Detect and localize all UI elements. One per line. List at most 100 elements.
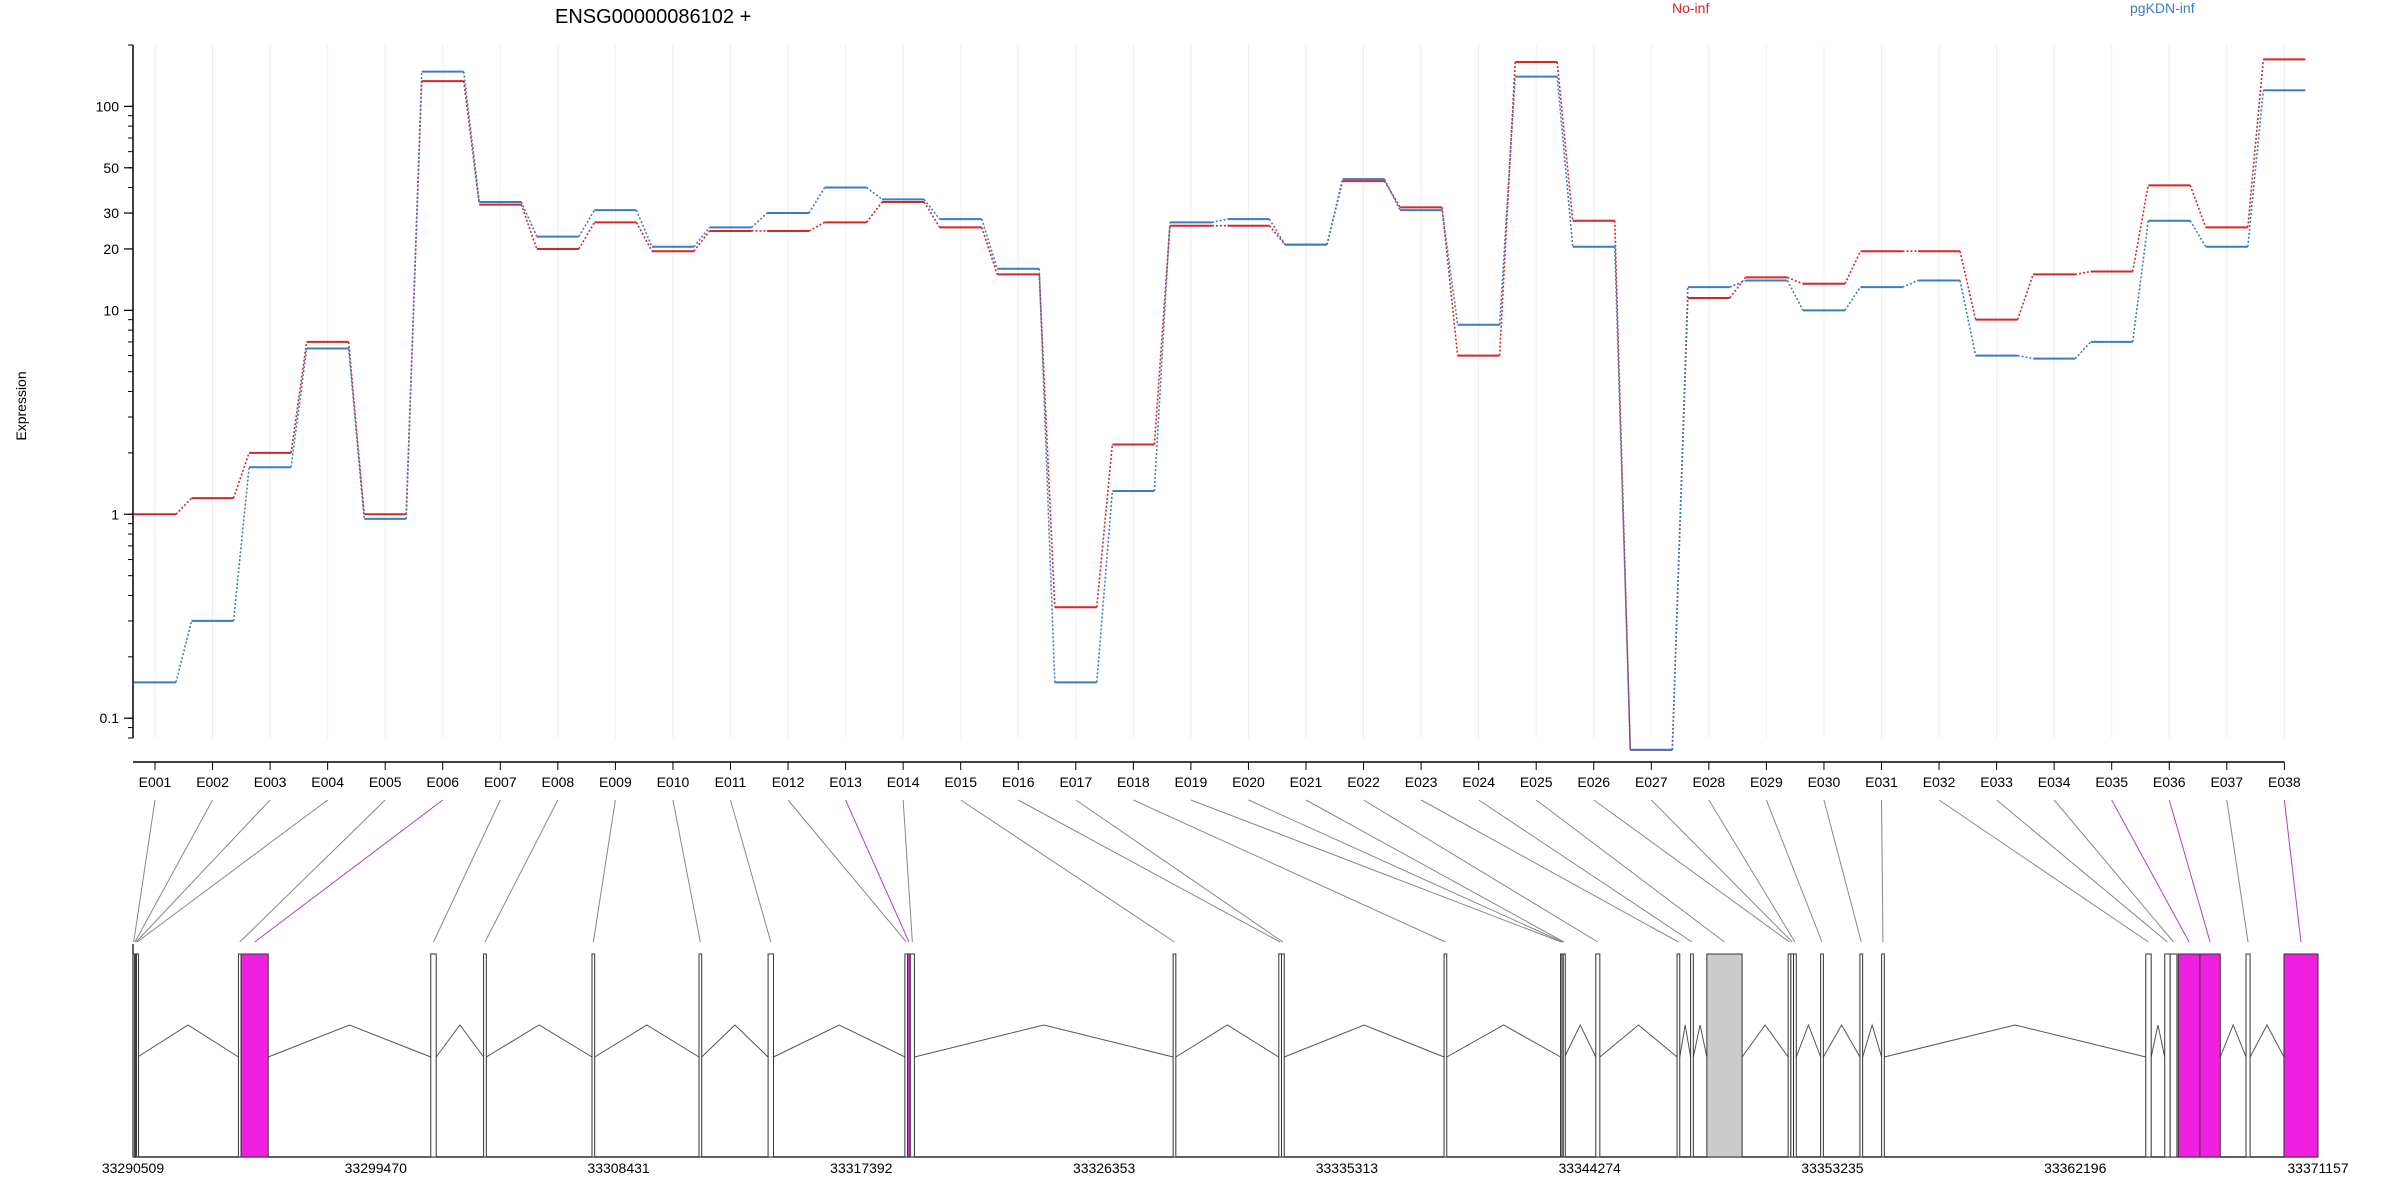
connector-pgkdn-inf (175, 620, 193, 683)
intron-e017 (1284, 1024, 1445, 1058)
exon-connector-e019 (1190, 799, 1562, 943)
x-tick-label-e012: E012 (772, 774, 805, 790)
exon-box-e028 (1793, 953, 1797, 1158)
connector-pgkdn-inf (866, 186, 883, 201)
coordinate-label-33362196: 33362196 (2044, 1160, 2107, 1176)
exon-connector-e032 (1938, 799, 2149, 943)
exon-connector-e033 (1996, 799, 2168, 943)
x-tick-label-e025: E025 (1520, 774, 1553, 790)
connector-pgkdn-inf (232, 467, 250, 622)
exon-connector-e008 (484, 799, 559, 943)
x-tick-label-e037: E037 (2210, 774, 2243, 790)
connector-no-inf (2016, 274, 2034, 320)
exon-connector-e035 (2111, 799, 2190, 943)
x-tick-label-e001: E001 (139, 774, 172, 790)
exon-connector-e012 (787, 799, 907, 943)
exon-connector-e010 (672, 799, 701, 943)
exon-box-e010 (698, 953, 703, 1158)
exon-connector-e002 (134, 799, 213, 943)
coordinate-label-33290509: 33290509 (102, 1160, 165, 1176)
exon-box-e032 (2145, 953, 2152, 1158)
connector-pgkdn-inf (635, 209, 653, 248)
connector-pgkdn-inf (1498, 76, 1516, 325)
y-ticks: 0.1 1 10 20 30 50 100 (96, 44, 133, 739)
connector-pgkdn-inf (980, 218, 999, 269)
x-tick-label-e016: E016 (1002, 774, 1035, 790)
exon-connector-e017 (1075, 799, 1284, 943)
x-tick-label-e003: E003 (254, 774, 287, 790)
exon-connector-e005 (239, 799, 386, 943)
connector-no-inf (520, 204, 538, 250)
legend-no-inf: No-inf (1672, 0, 1709, 16)
intron-e024 (1692, 1024, 1708, 1058)
x-tick-label-e013: E013 (829, 774, 862, 790)
intron-e018 (1446, 1024, 1561, 1058)
coordinate-label-33326353: 33326353 (1073, 1160, 1136, 1176)
exon-connector-e037 (2226, 799, 2249, 943)
exon-box-e017 (1281, 953, 1285, 1158)
x-tick-label-e019: E019 (1175, 774, 1208, 790)
exon-connector-e034 (2053, 799, 2174, 943)
x-tick-label-e032: E032 (1923, 774, 1956, 790)
intron-e022 (1599, 1024, 1678, 1058)
connector-no-inf (578, 221, 596, 250)
y-tick-label-0.1: 0.1 (100, 710, 120, 726)
exon-box-e018 (1443, 953, 1448, 1158)
x-tick-label-e029: E029 (1750, 774, 1783, 790)
x-tick-label-e028: E028 (1692, 774, 1725, 790)
x-tick-label-e008: E008 (541, 774, 574, 790)
exon-connector-e006 (254, 799, 444, 943)
x-tick-label-e020: E020 (1232, 774, 1265, 790)
connector-pgkdn-inf (1326, 178, 1344, 245)
exon-box-e024 (1690, 953, 1694, 1158)
exon-box-e022 (1595, 953, 1601, 1158)
connector-no-inf (635, 221, 653, 252)
exon-connector-e036 (2168, 799, 2211, 943)
connector-pgkdn-inf (923, 198, 941, 220)
connector-no-inf (1959, 251, 1977, 320)
exon-box-e015 (1172, 953, 1177, 1158)
intron-e029 (1822, 1023, 1861, 1058)
coordinate-label-33317392: 33317392 (830, 1160, 893, 1176)
intron-e021 (1564, 1023, 1597, 1058)
grid-lines (154, 45, 2285, 738)
connector-pgkdn-inf (1786, 280, 1804, 311)
x-ticks: E001 E002 E003 E004 E005 E006 E007 E008 E009 E010… (139, 762, 2301, 790)
x-tick-label-e011: E011 (715, 774, 747, 790)
legend-pgkdn-inf: pgKDN-inf (2130, 0, 2195, 16)
connector-pgkdn-inf (578, 209, 596, 237)
x-tick-label-e004: E004 (311, 774, 344, 790)
intron-e025 (1741, 1024, 1789, 1058)
axes (132, 45, 2285, 763)
x-tick-label-e005: E005 (369, 774, 402, 790)
connector-pgkdn-inf (1959, 280, 1977, 356)
connector-pgkdn-inf (1556, 76, 1574, 247)
exon-box-e036 (2199, 953, 2221, 1158)
connector-no-inf (462, 81, 481, 205)
connector-pgkdn-inf (1268, 218, 1286, 246)
intron-e037 (2249, 1023, 2285, 1058)
intron-e015 (1175, 1024, 1280, 1058)
connector-pgkdn-inf (808, 187, 826, 214)
x-tick-label-e024: E024 (1462, 774, 1495, 790)
x-tick-label-e036: E036 (2153, 774, 2186, 790)
coordinate-labels: 33290509 33299470 33308431 33317392 33326353… (102, 1160, 2349, 1176)
intron-e023 (1679, 1024, 1692, 1058)
exon-connector-e023 (1420, 799, 1679, 943)
connector-no-inf (175, 497, 193, 515)
exon-box-e023 (1676, 953, 1681, 1158)
exon-box-e004 (136, 953, 140, 1158)
connector-no-inf (1498, 61, 1516, 356)
exon-box-e034 (2169, 953, 2178, 1158)
x-tick-label-e010: E010 (657, 774, 690, 790)
x-tick-label-e026: E026 (1577, 774, 1610, 790)
intron-e011 (773, 1024, 906, 1058)
exon-connector-e009 (592, 799, 616, 943)
connector-pgkdn-inf (1902, 279, 1919, 288)
y-tick-label-10: 10 (103, 302, 119, 318)
exon-box-e037 (2245, 953, 2251, 1158)
connector-pgkdn-inf (1383, 178, 1401, 211)
exon-box-e009 (591, 953, 596, 1158)
exon-connector-e001 (133, 799, 156, 943)
connector-pgkdn-inf (462, 71, 481, 203)
